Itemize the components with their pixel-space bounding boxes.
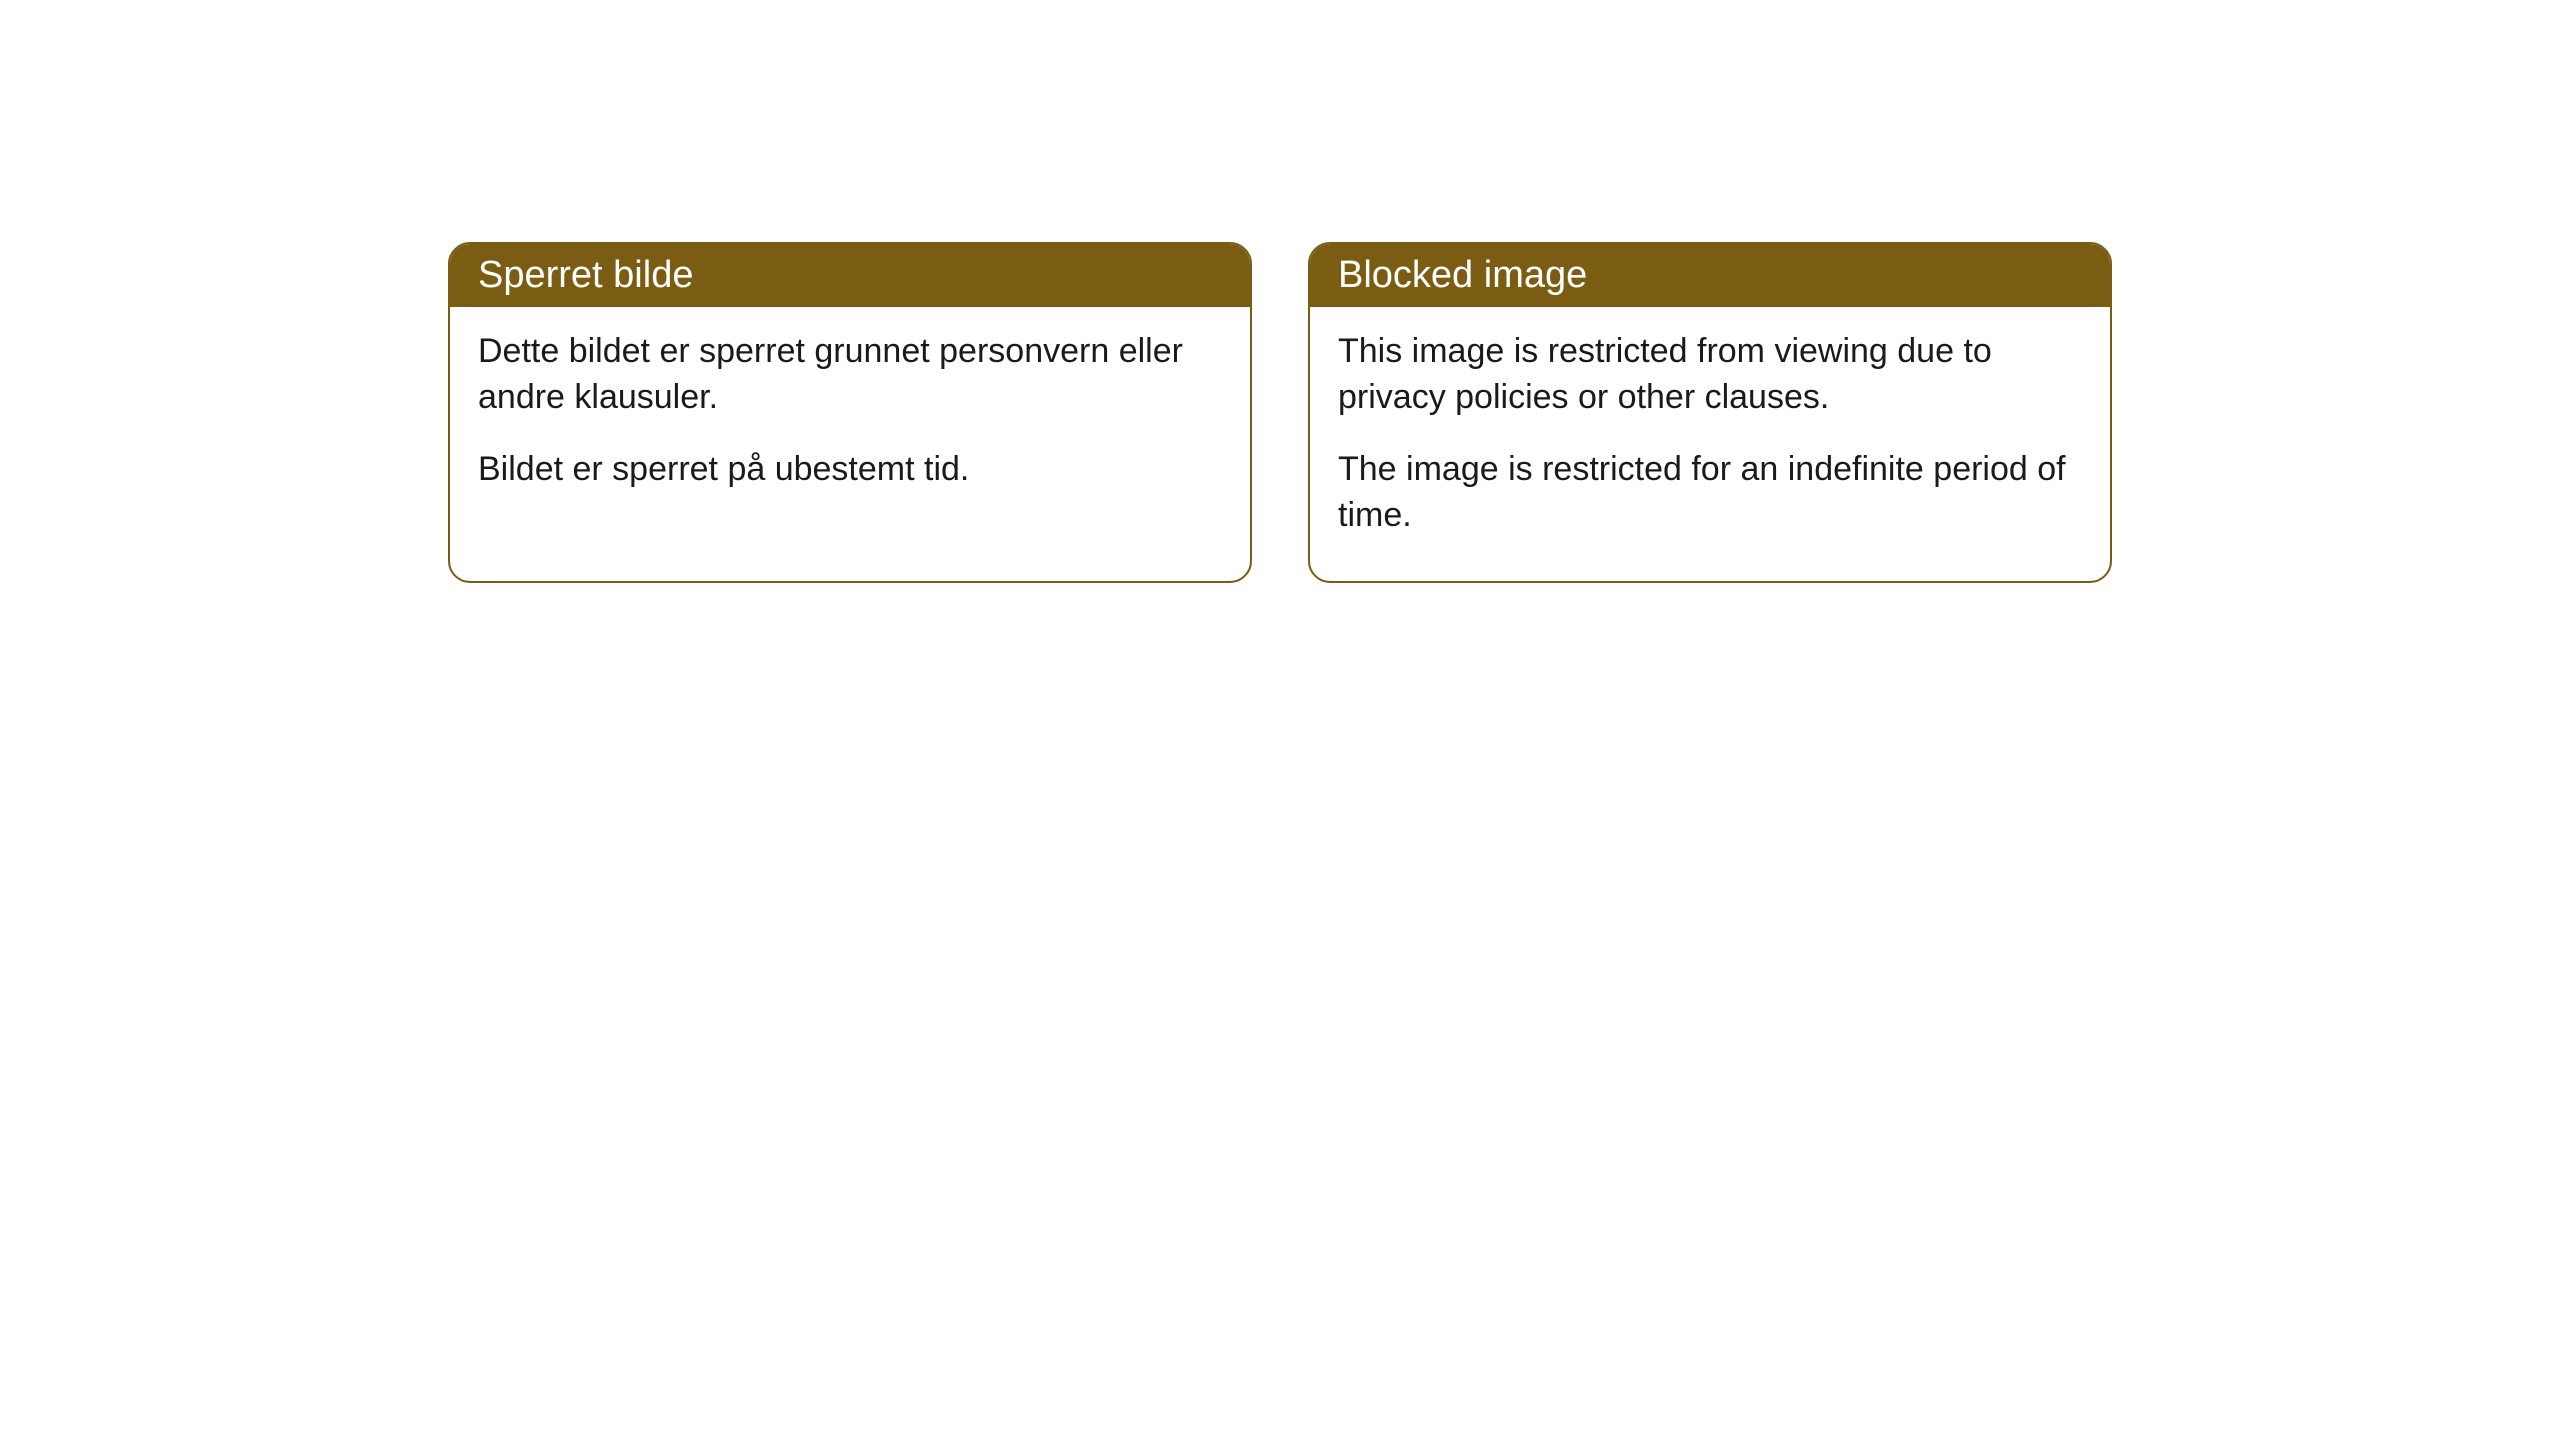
notice-card-norwegian: Sperret bilde Dette bildet er sperret gr… <box>448 242 1252 583</box>
card-body: Dette bildet er sperret grunnet personve… <box>450 307 1250 535</box>
card-paragraph: This image is restricted from viewing du… <box>1338 329 2082 421</box>
card-paragraph: Dette bildet er sperret grunnet personve… <box>478 329 1222 421</box>
card-title: Blocked image <box>1338 254 1587 296</box>
card-paragraph: Bildet er sperret på ubestemt tid. <box>478 447 1222 493</box>
card-body: This image is restricted from viewing du… <box>1310 307 2110 581</box>
notice-cards-container: Sperret bilde Dette bildet er sperret gr… <box>448 242 2112 583</box>
notice-card-english: Blocked image This image is restricted f… <box>1308 242 2112 583</box>
card-header: Sperret bilde <box>450 244 1250 307</box>
card-paragraph: The image is restricted for an indefinit… <box>1338 447 2082 539</box>
card-header: Blocked image <box>1310 244 2110 307</box>
card-title: Sperret bilde <box>478 254 693 296</box>
